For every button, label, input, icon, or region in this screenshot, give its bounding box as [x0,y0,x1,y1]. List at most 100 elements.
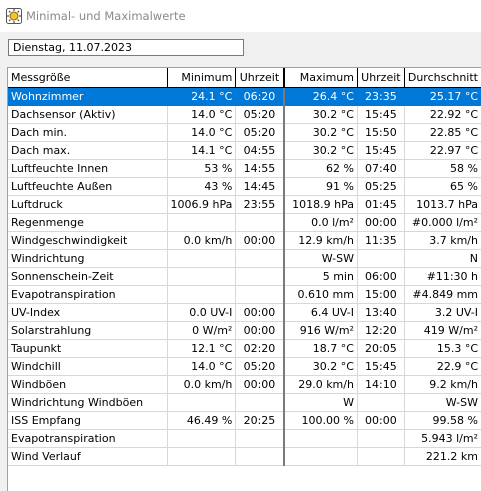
cell-max-time: 15:45 [357,357,405,376]
table-row[interactable]: ISS Empfang 46.49 % 20:25 100.00 % 00:00 99.5… [8,411,481,430]
column-header-minimum[interactable]: Minimum [167,68,237,88]
table-row[interactable]: Windrichtung Windböen W W-SW [8,393,481,412]
cell-max-time: 07:40 [357,159,405,178]
cell-min-time: 06:20 [235,87,285,106]
cell-average: 58 % [404,159,481,178]
cell-measure: Sonnenschein-Zeit [8,267,168,286]
cell-average: 3.7 km/h [404,231,481,250]
column-header-maximum[interactable]: Maximum [283,68,358,88]
cell-min-time [235,393,285,412]
table-row[interactable]: Dach max. 14.1 °C 04:55 30.2 °C 15:45 22.97 °… [8,141,481,160]
min-max-table: Messgröße Minimum Uhrzeit Maximum Uhrzei… [7,67,481,491]
table-row[interactable]: Luftfeuchte Innen 53 % 14:55 62 % 07:40 58 % [8,159,481,178]
cell-minimum: 1006.9 hPa [167,195,237,214]
cell-maximum: 29.0 km/h [283,375,358,394]
cell-minimum: 0 W/m² [167,321,237,340]
cell-min-time [235,429,285,448]
cell-measure: Solarstrahlung [8,321,168,340]
cell-max-time: 23:35 [357,87,405,106]
table-row[interactable]: Solarstrahlung 0 W/m² 00:00 916 W/m² 12:20 41… [8,321,481,340]
cell-maximum: 30.2 °C [283,141,358,160]
cell-maximum: W-SW [283,249,358,268]
cell-max-time: 15:45 [357,105,405,124]
cell-minimum: 0.0 km/h [167,231,237,250]
cell-measure: Luftfeuchte Innen [8,159,168,178]
cell-minimum: 43 % [167,177,237,196]
cell-min-time: 23:55 [235,195,285,214]
cell-min-time: 14:45 [235,177,285,196]
cell-average: 5.943 l/m² [404,429,481,448]
cell-maximum [283,447,358,466]
cell-minimum: 14.1 °C [167,141,237,160]
table-row[interactable]: Wohnzimmer 24.1 °C 06:20 26.4 °C 23:35 25.17 … [8,87,481,106]
table-row[interactable]: Dachsensor (Aktiv) 14.0 °C 05:20 30.2 °C 15:… [8,105,481,124]
cell-min-time: 04:55 [235,141,285,160]
table-row[interactable]: Luftfeuchte Außen 43 % 14:45 91 % 05:25 65 % [8,177,481,196]
cell-max-time [357,447,405,466]
cell-maximum: 12.9 km/h [283,231,358,250]
cell-min-time: 20:25 [235,411,285,430]
cell-max-time: 12:20 [357,321,405,340]
cell-maximum: 30.2 °C [283,357,358,376]
cell-minimum: 46.49 % [167,411,237,430]
cell-measure: Dach max. [8,141,168,160]
cell-min-time: 05:20 [235,123,285,142]
cell-average: 221.2 km [404,447,481,466]
table-row[interactable]: Evapotranspiration 0.610 mm 15:00 #4.849 mm [8,285,481,304]
table-row[interactable]: Windchill 14.0 °C 05:20 30.2 °C 15:45 22.9 °C [8,357,481,376]
table-row[interactable]: Windböen 0.0 km/h 00:00 29.0 km/h 14:10 9.2 k… [8,375,481,394]
cell-max-time: 05:25 [357,177,405,196]
cell-minimum: 53 % [167,159,237,178]
cell-minimum [167,447,237,466]
table-row[interactable]: Windgeschwindigkeit 0.0 km/h 00:00 12.9 km/… [8,231,481,250]
cell-maximum [283,429,358,448]
cell-max-time: 06:00 [357,267,405,286]
table-row[interactable]: Wind Verlauf 221.2 km [8,447,481,466]
cell-max-time: 14:10 [357,375,405,394]
cell-average: W-SW [404,393,481,412]
cell-average: #0.000 l/m² [404,213,481,232]
table-row[interactable]: Evapotranspiration 5.943 l/m² [8,429,481,448]
table-row[interactable]: Sonnenschein-Zeit 5 min 06:00 #11:30 h [8,267,481,286]
cell-measure: Windrichtung [8,249,168,268]
cell-maximum: 100.00 % [283,411,358,430]
cell-min-time: 05:20 [235,357,285,376]
cell-measure: Evapotranspiration [8,285,168,304]
cell-maximum: 26.4 °C [283,87,358,106]
cell-maximum: 916 W/m² [283,321,358,340]
cell-minimum [167,249,237,268]
table-row[interactable]: UV-Index 0.0 UV-I 00:00 6.4 UV-I 13:40 3.2 UV… [8,303,481,322]
column-header-max-time[interactable]: Uhrzeit [357,68,405,88]
cell-average: 22.92 °C [404,105,481,124]
cell-max-time [357,249,405,268]
cell-min-time: 00:00 [235,303,285,322]
cell-min-time: 00:00 [235,231,285,250]
date-field[interactable]: Dienstag, 11.07.2023 [8,39,244,56]
cell-maximum: 18.7 °C [283,339,358,358]
cell-min-time: 14:55 [235,159,285,178]
cell-average: 22.9 °C [404,357,481,376]
table-row[interactable]: Dach min. 14.0 °C 05:20 30.2 °C 15:50 22.85 °… [8,123,481,142]
cell-minimum [167,285,237,304]
cell-measure: Windgeschwindigkeit [8,231,168,250]
cell-measure: Dachsensor (Aktiv) [8,105,168,124]
cell-min-time [235,213,285,232]
table-row[interactable]: Luftdruck 1006.9 hPa 23:55 1018.9 hPa 01:45 1… [8,195,481,214]
cell-maximum: 30.2 °C [283,105,358,124]
table-row[interactable]: Regenmenge 0.0 l/m² 00:00 #0.000 l/m² [8,213,481,232]
table-row[interactable]: Windrichtung W-SW N [8,249,481,268]
cell-max-time [357,393,405,412]
column-header-min-time[interactable]: Uhrzeit [235,68,285,88]
cell-measure: UV-Index [8,303,168,322]
cell-average: 99.58 % [404,411,481,430]
table-row[interactable]: Taupunkt 12.1 °C 02:20 18.7 °C 20:05 15.3 °C [8,339,481,358]
cell-min-time: 02:20 [235,339,285,358]
cell-min-time: 05:20 [235,105,285,124]
cell-average: 419 W/m² [404,321,481,340]
cell-minimum: 0.0 UV-I [167,303,237,322]
column-header-average[interactable]: Durchschnitt [404,68,481,88]
column-header-measure[interactable]: Messgröße [8,68,168,88]
cell-minimum: 24.1 °C [167,87,237,106]
cell-measure: Regenmenge [8,213,168,232]
cell-average: 65 % [404,177,481,196]
